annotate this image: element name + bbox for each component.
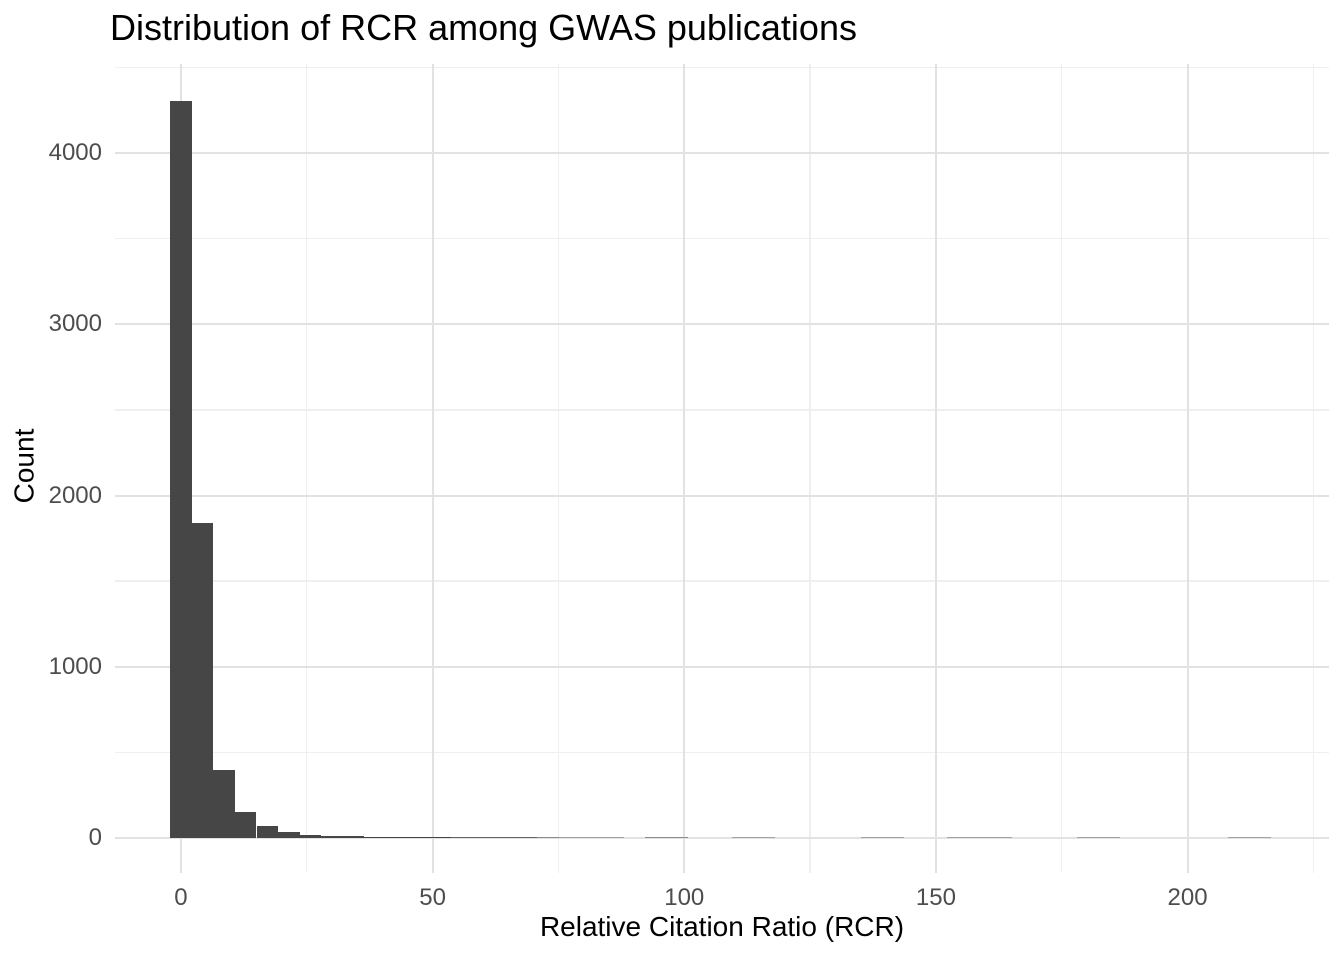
gridline-minor-y: [115, 751, 1329, 754]
y-tick-label: 0: [88, 824, 102, 852]
histogram-bar: [666, 837, 689, 839]
x-tick-label: 50: [419, 884, 446, 911]
x-tick-label: 150: [915, 884, 956, 911]
y-tick-label: 1000: [48, 652, 102, 680]
histogram-bar: [429, 837, 451, 839]
histogram-bar: [601, 837, 624, 839]
histogram-bar: [969, 837, 991, 839]
gridline-minor-y: [115, 66, 1329, 69]
gridline-major-x: [1186, 64, 1189, 873]
histogram-bar: [342, 836, 365, 839]
gridline-major-y: [115, 323, 1329, 326]
y-tick-label: 3000: [48, 310, 102, 338]
gridline-minor-x: [809, 64, 811, 873]
y-axis-title: Count: [8, 428, 40, 504]
histogram-bar: [731, 837, 754, 839]
histogram-bar: [1228, 837, 1250, 839]
plot-panel: [115, 64, 1329, 873]
histogram-bar: [515, 837, 538, 839]
gridline-minor-x: [557, 64, 560, 873]
histogram-bar: [386, 836, 408, 839]
histogram-bar: [1249, 837, 1272, 839]
gridline-major-y: [115, 494, 1329, 497]
gridline-minor-x: [306, 64, 308, 873]
gridline-minor-y: [115, 580, 1329, 582]
histogram-bar: [256, 826, 279, 839]
y-tick-label: 2000: [48, 481, 102, 509]
histogram-bar: [234, 812, 257, 839]
histogram-bar: [472, 837, 494, 839]
plot-title: Distribution of RCR among GWAS publicati…: [110, 7, 857, 48]
histogram-bar: [170, 100, 192, 839]
histogram-bar: [947, 837, 970, 839]
gridline-major-y: [115, 152, 1329, 155]
histogram-bar: [882, 837, 905, 839]
gridline-major-y: [115, 837, 1329, 840]
histogram-bar: [580, 837, 602, 839]
histogram-bar: [537, 837, 559, 839]
gridline-minor-y: [115, 237, 1329, 240]
gridline-major-y: [115, 665, 1329, 668]
gridline-minor-y: [115, 409, 1329, 411]
histogram-bar: [861, 837, 883, 839]
histogram-bar: [558, 837, 581, 839]
gridline-major-x: [934, 64, 937, 873]
x-axis-title: Relative Citation Ratio (RCR): [539, 911, 905, 942]
histogram-bar: [645, 837, 667, 839]
histogram-bar: [407, 836, 430, 839]
histogram-bar: [321, 835, 343, 839]
x-tick-label: 100: [664, 884, 705, 911]
x-tick-label: 200: [1167, 884, 1208, 911]
histogram-bar: [278, 832, 300, 839]
histogram-bar: [299, 834, 322, 839]
gridline-minor-x: [1061, 64, 1063, 873]
x-tick-label: 0: [174, 884, 188, 911]
histogram-bar: [753, 837, 775, 839]
histogram-bar: [1077, 837, 1099, 839]
gridline-minor-x: [1312, 64, 1315, 873]
histogram-bar: [364, 836, 387, 839]
histogram-bar: [213, 770, 235, 839]
histogram-bar: [191, 522, 214, 839]
gridline-major-x: [431, 64, 434, 873]
histogram-bar: [450, 837, 473, 839]
histogram-bar: [1098, 837, 1121, 839]
histogram-bar: [990, 837, 1013, 839]
histogram-bar: [494, 837, 516, 839]
gridline-major-x: [683, 64, 686, 873]
y-tick-label: 4000: [48, 139, 102, 167]
